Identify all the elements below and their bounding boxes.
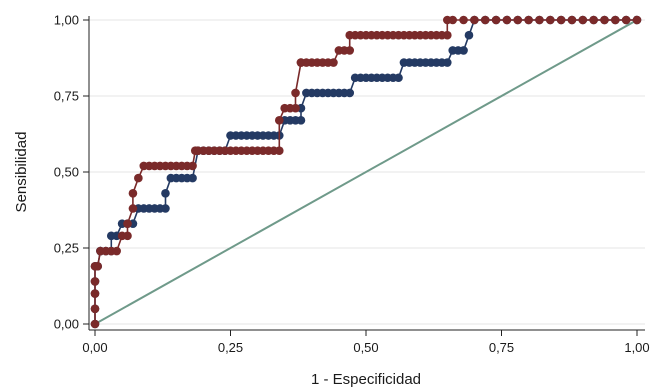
series-1-point (274, 146, 284, 156)
x-tick-label-2: 0,50 (353, 340, 378, 355)
series-1-point (274, 116, 284, 125)
x-axis-ticks: 0,00 0,25 0,50 0,75 1,00 (82, 330, 650, 355)
series-0-point (345, 88, 355, 98)
x-tick-label-3: 0,75 (489, 340, 514, 355)
series-1-point (448, 15, 458, 25)
x-tick-label-0: 0,00 (82, 340, 107, 355)
y-axis-title: Sensibilidad (13, 132, 30, 213)
series-1-point (329, 58, 338, 67)
series-1-point (123, 219, 132, 228)
series-1-point (513, 15, 523, 25)
series-1-point (90, 304, 100, 314)
series-group (90, 15, 642, 329)
series-1-point (291, 103, 300, 113)
series-1-point (524, 15, 533, 25)
series-1-point (621, 15, 631, 25)
series-1-point (123, 231, 132, 241)
series-1-point (480, 15, 490, 25)
series-1-point (188, 161, 197, 171)
y-tick-label-3: 0,75 (54, 89, 79, 104)
series-1-point (443, 30, 452, 40)
y-tick-label-1: 0,25 (54, 241, 79, 256)
series-0-point (188, 173, 197, 183)
series-0-point (161, 188, 170, 198)
series-1-point (134, 173, 143, 183)
series-1-point (578, 15, 588, 25)
reference-diagonal (94, 19, 638, 325)
series-1-point (345, 46, 355, 55)
y-tick-label-0: 0,00 (54, 317, 79, 332)
series-1-point (128, 204, 138, 213)
y-tick-label-2: 0,50 (54, 165, 79, 180)
series-1 (90, 15, 642, 329)
x-tick-label-1: 0,25 (218, 340, 243, 355)
series-1-point (90, 319, 100, 329)
y-axis-ticks: 0,00 0,25 0,50 0,75 1,00 (54, 13, 89, 332)
series-1-point (502, 15, 512, 25)
series-1-point (632, 15, 642, 25)
series-1-point (611, 15, 620, 25)
series-1-point (545, 15, 555, 25)
series-1-point (291, 88, 300, 98)
series-1-point (459, 15, 468, 25)
series-1-point (470, 15, 479, 25)
series-1-point (567, 15, 577, 25)
x-tick-label-4: 1,00 (624, 340, 649, 355)
series-1-point (600, 15, 609, 25)
reference-line (94, 19, 638, 325)
axes (88, 16, 645, 331)
series-0-point (459, 46, 468, 55)
series-1-point (589, 15, 598, 25)
series-1-point (93, 261, 103, 271)
series-1-point (535, 15, 544, 25)
series-0-point (464, 30, 474, 40)
series-0-point (161, 204, 170, 213)
series-1-point (556, 15, 566, 25)
series-0-point (296, 116, 306, 125)
y-tick-label-4: 1,00 (54, 13, 79, 28)
series-0-point (394, 73, 403, 83)
series-1-point (128, 188, 138, 198)
series-1-point (491, 15, 501, 25)
series-0-point (443, 58, 452, 67)
x-axis-title: 1 - Especificidad (311, 371, 421, 387)
series-1-point (90, 289, 100, 298)
series-1-point (112, 246, 121, 256)
series-1-point (90, 277, 100, 286)
